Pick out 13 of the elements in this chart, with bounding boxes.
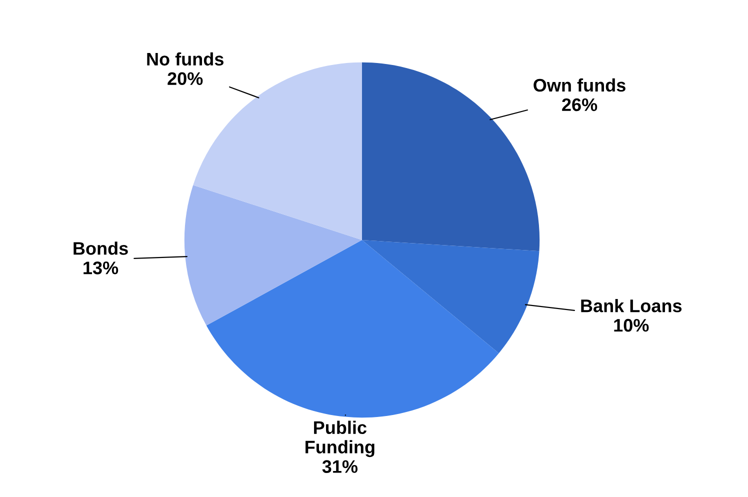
slice-label: Public Funding — [306, 420, 374, 458]
slice-label: No funds — [147, 52, 224, 66]
pie-slice — [206, 240, 499, 418]
data-label: 20% — [168, 72, 203, 86]
data-label: 13% — [84, 262, 118, 274]
pie-slice — [362, 240, 540, 354]
data-label: 31% — [322, 460, 358, 473]
slice-label: Bank Loans — [581, 299, 682, 312]
slice-label: Bonds — [74, 242, 128, 255]
pie-slice — [184, 185, 362, 326]
data-label: 26% — [562, 98, 598, 112]
slice-label: Own funds — [534, 78, 626, 92]
data-label: 10% — [614, 318, 649, 332]
